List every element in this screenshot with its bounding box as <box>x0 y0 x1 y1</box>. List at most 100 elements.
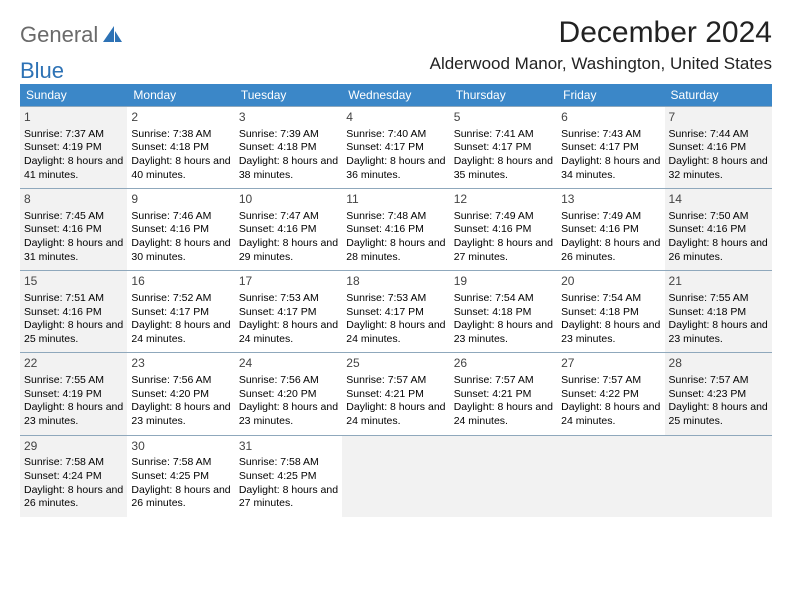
day-number: 1 <box>24 110 123 126</box>
daylight-line: Daylight: 8 hours and 25 minutes. <box>669 401 768 428</box>
calendar-cell: 11Sunrise: 7:48 AMSunset: 4:16 PMDayligh… <box>342 189 449 271</box>
calendar-cell: 23Sunrise: 7:56 AMSunset: 4:20 PMDayligh… <box>127 353 234 435</box>
sunset-line: Sunset: 4:16 PM <box>24 306 123 320</box>
sunset-line: Sunset: 4:16 PM <box>669 223 768 237</box>
sunrise-line: Sunrise: 7:53 AM <box>346 292 445 306</box>
daylight-line: Daylight: 8 hours and 31 minutes. <box>24 237 123 264</box>
daylight-line: Daylight: 8 hours and 28 minutes. <box>346 237 445 264</box>
day-number: 28 <box>669 356 768 372</box>
daylight-line: Daylight: 8 hours and 35 minutes. <box>454 155 553 182</box>
calendar-body: 1Sunrise: 7:37 AMSunset: 4:19 PMDaylight… <box>20 107 772 518</box>
sunset-line: Sunset: 4:24 PM <box>24 470 123 484</box>
sunset-line: Sunset: 4:16 PM <box>239 223 338 237</box>
day-number: 18 <box>346 274 445 290</box>
calendar-row: 1Sunrise: 7:37 AMSunset: 4:19 PMDaylight… <box>20 107 772 189</box>
sunset-line: Sunset: 4:18 PM <box>131 141 230 155</box>
sunrise-line: Sunrise: 7:58 AM <box>131 456 230 470</box>
day-header: Wednesday <box>342 84 449 107</box>
location-subtitle: Alderwood Manor, Washington, United Stat… <box>430 54 772 74</box>
sunset-line: Sunset: 4:23 PM <box>669 388 768 402</box>
calendar-cell: 3Sunrise: 7:39 AMSunset: 4:18 PMDaylight… <box>235 107 342 189</box>
sunset-line: Sunset: 4:19 PM <box>24 141 123 155</box>
daylight-line: Daylight: 8 hours and 29 minutes. <box>239 237 338 264</box>
daylight-line: Daylight: 8 hours and 40 minutes. <box>131 155 230 182</box>
daylight-line: Daylight: 8 hours and 23 minutes. <box>454 319 553 346</box>
calendar-cell: 15Sunrise: 7:51 AMSunset: 4:16 PMDayligh… <box>20 271 127 353</box>
sunset-line: Sunset: 4:16 PM <box>346 223 445 237</box>
sunrise-line: Sunrise: 7:43 AM <box>561 128 660 142</box>
calendar-cell: 18Sunrise: 7:53 AMSunset: 4:17 PMDayligh… <box>342 271 449 353</box>
day-number: 26 <box>454 356 553 372</box>
daylight-line: Daylight: 8 hours and 23 minutes. <box>561 319 660 346</box>
sunset-line: Sunset: 4:21 PM <box>346 388 445 402</box>
calendar-cell: 30Sunrise: 7:58 AMSunset: 4:25 PMDayligh… <box>127 435 234 517</box>
brand-sail-icon <box>102 25 124 48</box>
sunset-line: Sunset: 4:18 PM <box>669 306 768 320</box>
daylight-line: Daylight: 8 hours and 24 minutes. <box>239 319 338 346</box>
calendar-cell: 21Sunrise: 7:55 AMSunset: 4:18 PMDayligh… <box>665 271 772 353</box>
sunset-line: Sunset: 4:17 PM <box>346 141 445 155</box>
daylight-line: Daylight: 8 hours and 23 minutes. <box>669 319 768 346</box>
sunrise-line: Sunrise: 7:57 AM <box>561 374 660 388</box>
sunset-line: Sunset: 4:17 PM <box>454 141 553 155</box>
calendar-header-row: SundayMondayTuesdayWednesdayThursdayFrid… <box>20 84 772 107</box>
sunrise-line: Sunrise: 7:46 AM <box>131 210 230 224</box>
daylight-line: Daylight: 8 hours and 23 minutes. <box>24 401 123 428</box>
sunrise-line: Sunrise: 7:57 AM <box>346 374 445 388</box>
calendar-cell: 6Sunrise: 7:43 AMSunset: 4:17 PMDaylight… <box>557 107 664 189</box>
day-number: 31 <box>239 439 338 455</box>
daylight-line: Daylight: 8 hours and 30 minutes. <box>131 237 230 264</box>
day-number: 6 <box>561 110 660 126</box>
sunset-line: Sunset: 4:16 PM <box>669 141 768 155</box>
sunrise-line: Sunrise: 7:51 AM <box>24 292 123 306</box>
day-number: 27 <box>561 356 660 372</box>
sunset-line: Sunset: 4:20 PM <box>131 388 230 402</box>
calendar-cell: 10Sunrise: 7:47 AMSunset: 4:16 PMDayligh… <box>235 189 342 271</box>
daylight-line: Daylight: 8 hours and 32 minutes. <box>669 155 768 182</box>
sunrise-line: Sunrise: 7:48 AM <box>346 210 445 224</box>
day-number: 5 <box>454 110 553 126</box>
day-number: 25 <box>346 356 445 372</box>
day-number: 15 <box>24 274 123 290</box>
sunrise-line: Sunrise: 7:38 AM <box>131 128 230 142</box>
calendar-cell: 22Sunrise: 7:55 AMSunset: 4:19 PMDayligh… <box>20 353 127 435</box>
calendar-row: 22Sunrise: 7:55 AMSunset: 4:19 PMDayligh… <box>20 353 772 435</box>
sunset-line: Sunset: 4:16 PM <box>131 223 230 237</box>
daylight-line: Daylight: 8 hours and 38 minutes. <box>239 155 338 182</box>
daylight-line: Daylight: 8 hours and 27 minutes. <box>239 484 338 511</box>
day-number: 12 <box>454 192 553 208</box>
day-number: 17 <box>239 274 338 290</box>
daylight-line: Daylight: 8 hours and 24 minutes. <box>561 401 660 428</box>
day-number: 30 <box>131 439 230 455</box>
calendar-cell: 19Sunrise: 7:54 AMSunset: 4:18 PMDayligh… <box>450 271 557 353</box>
sunset-line: Sunset: 4:25 PM <box>131 470 230 484</box>
calendar-row: 29 Sunrise: 7:58 AM Sunset: 4:24 PM Dayligh… <box>20 435 772 517</box>
brand-logo: General <box>20 22 124 48</box>
day-number: 20 <box>561 274 660 290</box>
calendar-cell: 14Sunrise: 7:50 AMSunset: 4:16 PMDayligh… <box>665 189 772 271</box>
daylight-line: Daylight: 8 hours and 36 minutes. <box>346 155 445 182</box>
calendar-cell: 7Sunrise: 7:44 AMSunset: 4:16 PMDaylight… <box>665 107 772 189</box>
sunset-line: Sunset: 4:17 PM <box>561 141 660 155</box>
calendar-cell: 13Sunrise: 7:49 AMSunset: 4:16 PMDayligh… <box>557 189 664 271</box>
sunset-line: Sunset: 4:17 PM <box>131 306 230 320</box>
calendar-cell <box>450 435 557 517</box>
sunset-line: Sunset: 4:16 PM <box>454 223 553 237</box>
calendar-cell <box>342 435 449 517</box>
sunrise-line: Sunrise: 7:54 AM <box>454 292 553 306</box>
sunrise-line: Sunrise: 7:57 AM <box>454 374 553 388</box>
day-number: 3 <box>239 110 338 126</box>
daylight-line: Daylight: 8 hours and 24 minutes. <box>454 401 553 428</box>
day-number: 7 <box>669 110 768 126</box>
calendar-cell: 26Sunrise: 7:57 AMSunset: 4:21 PMDayligh… <box>450 353 557 435</box>
sunset-line: Sunset: 4:17 PM <box>239 306 338 320</box>
calendar-cell: 31Sunrise: 7:58 AMSunset: 4:25 PMDayligh… <box>235 435 342 517</box>
day-number: 23 <box>131 356 230 372</box>
daylight-line: Daylight: 8 hours and 41 minutes. <box>24 155 123 182</box>
sunrise-line: Sunrise: 7:45 AM <box>24 210 123 224</box>
day-number: 19 <box>454 274 553 290</box>
sunrise-line: Sunrise: 7:37 AM <box>24 128 123 142</box>
day-number: 29 <box>24 439 123 455</box>
calendar-cell: 8Sunrise: 7:45 AMSunset: 4:16 PMDaylight… <box>20 189 127 271</box>
sunset-line: Sunset: 4:16 PM <box>24 223 123 237</box>
